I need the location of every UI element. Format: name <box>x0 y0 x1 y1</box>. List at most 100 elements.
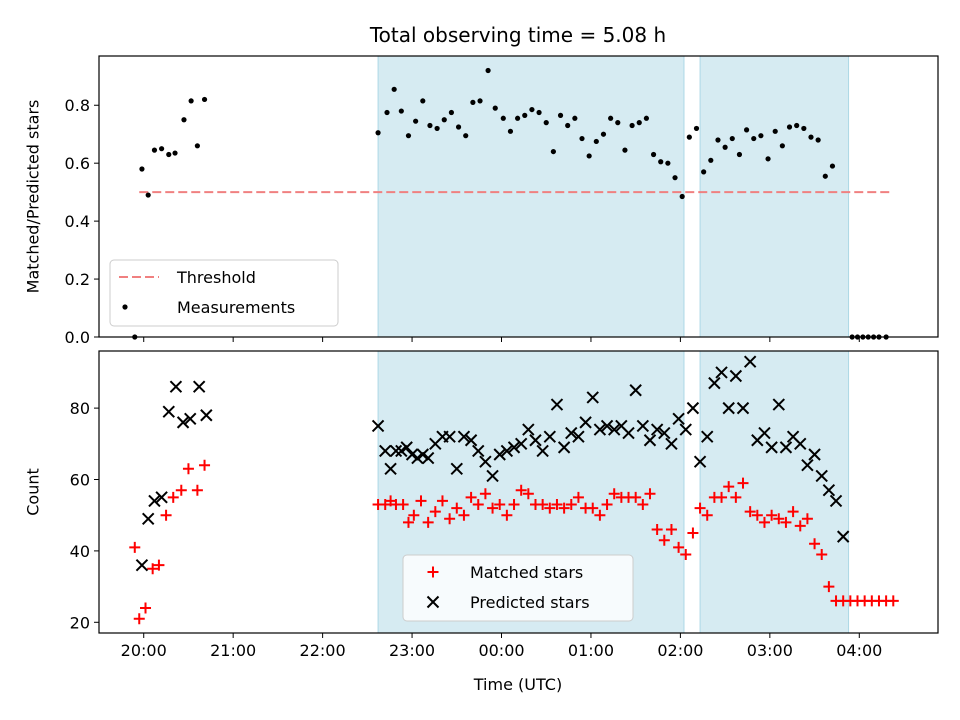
data-point <box>494 498 506 510</box>
data-point <box>836 530 850 543</box>
count-panel-ylabel: Count <box>24 468 43 516</box>
data-point <box>413 118 419 124</box>
data-point <box>579 416 592 429</box>
ratio-panel-frame <box>98 55 939 338</box>
data-point <box>191 484 203 496</box>
ratio-panel-legend: Threshold Measurements <box>109 259 339 327</box>
data-point <box>686 134 692 140</box>
data-point <box>151 147 158 153</box>
y-tick-label: 0.0 <box>65 328 90 347</box>
legend-box <box>109 259 339 327</box>
data-point <box>822 173 828 179</box>
data-point <box>448 109 455 116</box>
data-point <box>680 548 692 560</box>
data-point <box>400 441 413 454</box>
data-point <box>464 434 478 447</box>
data-point <box>572 115 578 121</box>
data-point <box>397 498 409 510</box>
data-point <box>608 115 614 121</box>
y-tick-label: 0.6 <box>65 154 90 173</box>
y-tick-label: 40 <box>70 542 90 561</box>
data-point <box>743 355 757 368</box>
data-point <box>479 455 492 468</box>
data-point <box>487 502 499 514</box>
data-point <box>629 384 642 397</box>
series-measurements <box>132 67 889 340</box>
legend-box <box>402 554 634 622</box>
x-tick-label: 21:00 <box>210 641 256 660</box>
data-point <box>160 509 172 521</box>
data-point <box>687 527 699 539</box>
data-point <box>816 548 828 560</box>
data-point <box>715 137 721 143</box>
count-panel: 20:00 21:00 22:00 23:00 00:00 01:00 02:00 03:00… <box>24 350 939 660</box>
data-point <box>736 151 743 158</box>
data-point <box>379 444 392 458</box>
data-point <box>772 398 785 411</box>
y-tick-label: 80 <box>70 399 90 418</box>
legend-marker <box>427 566 439 578</box>
data-point <box>416 448 430 461</box>
data-point <box>450 462 463 476</box>
data-point <box>758 133 764 139</box>
data-point <box>182 463 194 475</box>
data-point <box>672 175 678 181</box>
data-point <box>737 477 749 489</box>
data-point <box>139 166 145 172</box>
data-point <box>658 426 671 440</box>
data-point <box>389 444 403 458</box>
data-point <box>551 498 563 510</box>
data-point <box>629 122 635 129</box>
legend-label: Measurements <box>177 298 295 317</box>
data-point <box>375 130 381 136</box>
chart-title: Total observing time = 5.08 h <box>369 23 666 47</box>
data-point <box>472 498 484 510</box>
data-point <box>665 160 671 166</box>
data-point <box>199 459 211 471</box>
data-point <box>722 401 735 415</box>
legend-label: Matched stars <box>470 563 583 582</box>
data-point <box>607 423 621 436</box>
data-point <box>427 122 433 129</box>
data-point <box>507 441 521 454</box>
data-point <box>155 491 168 504</box>
data-point <box>729 369 743 383</box>
x-tick-label: 02:00 <box>657 641 703 660</box>
data-point <box>644 488 656 500</box>
data-point <box>465 491 477 503</box>
data-point <box>436 495 448 507</box>
data-point <box>472 444 485 458</box>
data-point <box>543 430 557 443</box>
data-point <box>140 602 152 614</box>
data-point <box>716 491 728 503</box>
data-point <box>384 462 397 476</box>
data-point <box>694 502 706 514</box>
data-point <box>166 151 172 158</box>
data-point <box>593 138 599 145</box>
y-tick-label: 60 <box>70 471 90 490</box>
data-point <box>451 502 463 514</box>
data-point <box>786 124 793 130</box>
data-point <box>411 451 424 465</box>
data-point <box>455 124 462 130</box>
data-point <box>162 405 175 418</box>
data-point <box>434 125 440 132</box>
data-point <box>371 419 385 433</box>
data-point <box>501 509 513 521</box>
data-point <box>536 109 542 116</box>
data-point <box>159 146 165 152</box>
data-point <box>593 423 607 436</box>
data-point <box>600 131 607 137</box>
data-point <box>558 502 570 514</box>
x-axis-label: Time (UTC) <box>473 675 562 694</box>
data-point <box>708 157 714 163</box>
data-point <box>192 380 206 393</box>
data-point <box>167 491 179 503</box>
data-point <box>457 430 471 443</box>
data-point <box>522 112 528 118</box>
data-point <box>808 134 814 140</box>
data-point <box>665 437 678 451</box>
data-point <box>744 506 756 518</box>
data-point <box>544 502 556 514</box>
data-point <box>630 491 642 503</box>
